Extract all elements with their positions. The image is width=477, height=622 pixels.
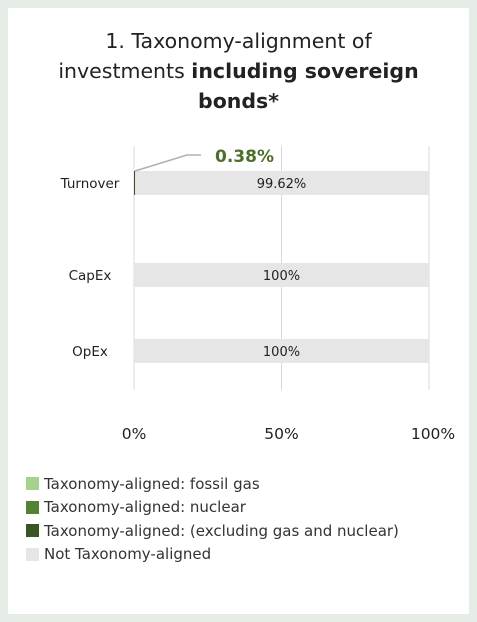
chart-title: 1. Taxonomy-alignment of investments inc… [8, 26, 469, 116]
legend-item-0: Taxonomy-aligned: fossil gas [26, 472, 399, 496]
bar-capex-series-3 [134, 263, 429, 287]
bar-turnover-series-2 [134, 171, 136, 195]
legend: Taxonomy-aligned: fossil gas Taxonomy-ali… [26, 472, 399, 566]
legend-swatch-2 [26, 524, 39, 538]
legend-label-3: Not Taxonomy-aligned [44, 545, 212, 564]
category-label-turnover: Turnover [60, 176, 120, 192]
category-label-capex: CapEx [69, 268, 112, 284]
x-tick-label-1: 50% [264, 425, 298, 443]
legend-label-0: Taxonomy-aligned: fossil gas [44, 474, 260, 493]
data-label-opex: 100% [263, 345, 300, 360]
title-line-2-regular: investments [58, 59, 192, 83]
legend-item-2: Taxonomy-aligned: (excluding gas and nuc… [26, 519, 399, 543]
x-tick-label-2: 100% [411, 425, 455, 443]
title-line-3-bold: bonds* [198, 89, 279, 113]
annotation-label: 0.38% [215, 147, 274, 167]
category-label-opex: OpEx [72, 344, 108, 360]
legend-label-2: Taxonomy-aligned: (excluding gas and nuc… [44, 521, 399, 540]
legend-swatch-3 [26, 547, 39, 561]
bar-opex-series-3 [134, 339, 429, 363]
legend-swatch-1 [26, 500, 39, 514]
title-line-2-bold: including sovereign [191, 59, 419, 83]
chart-panel: 1. Taxonomy-alignment of investments inc… [8, 8, 469, 614]
bar-chart: Turnover 99.62% CapEx 100% OpEx 100% 0.38% 0% 50… [60, 146, 455, 443]
title-line-1: 1. Taxonomy-alignment of [105, 29, 372, 53]
data-label-turnover: 99.62% [257, 177, 307, 192]
legend-swatch-0 [26, 477, 39, 491]
annotation-leader-line [134, 154, 201, 172]
legend-item-3: Not Taxonomy-aligned [26, 543, 399, 567]
legend-label-1: Taxonomy-aligned: nuclear [44, 498, 246, 517]
data-label-capex: 100% [263, 269, 300, 284]
legend-item-1: Taxonomy-aligned: nuclear [26, 496, 399, 520]
x-tick-label-0: 0% [122, 425, 147, 443]
bar-turnover-series-3 [135, 171, 429, 195]
